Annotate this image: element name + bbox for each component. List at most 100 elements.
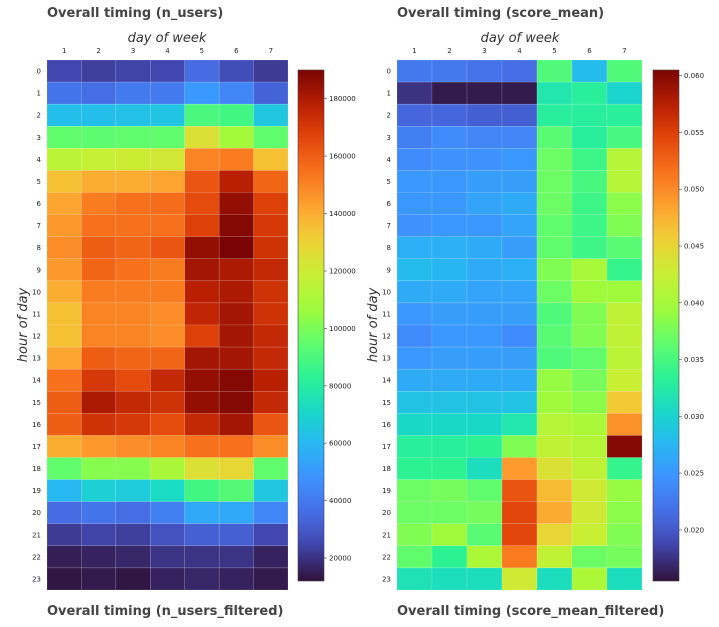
heatmap-cell [218,391,254,414]
heatmap-cell [81,103,117,127]
heatmap-cell [431,413,468,436]
heatmap-cell [253,103,289,127]
x-tick-label: 3 [482,47,486,55]
heatmap-cell [46,214,82,237]
heatmap-cell [150,258,185,282]
heatmap-cell [606,192,643,215]
heatmap-cell [466,302,503,326]
heatmap-cell [46,368,82,392]
y-tick-label: 13 [32,355,41,363]
heatmap-cell [150,523,185,547]
heatmap-cell [46,501,82,525]
heatmap-cell [571,479,608,502]
y-tick-label: 4 [387,156,392,164]
heatmap-cell [606,479,643,502]
heatmap-cell [501,81,538,105]
heatmap-cell [466,324,503,348]
y-tick-label: 9 [387,266,391,274]
heatmap-cell [466,236,503,259]
heatmap-cell [606,258,643,282]
heatmap-cell [431,523,468,547]
heatmap-cell [81,346,117,370]
y-tick-label: 5 [387,178,391,186]
heatmap-cell [81,236,117,259]
heatmap-cell [466,435,503,458]
heatmap-cell [396,479,433,502]
y-tick-label: 7 [37,222,41,230]
heatmap-cell [115,126,151,149]
heatmap-cell [396,435,433,458]
heatmap-cell [466,391,503,414]
heatmap-cell [81,192,117,215]
heatmap-cell [184,324,220,348]
heatmap-cell [115,192,151,215]
x-tick-label: 2 [447,47,451,55]
heatmap-cell [501,457,538,480]
heatmap-cell [606,126,643,149]
heatmap-cell [466,346,503,370]
heatmap-cell [115,501,151,525]
heatmap-cell [606,567,643,591]
heatmap-cell [81,280,117,304]
heatmap-cell [501,368,538,392]
heatmap-cell [536,126,573,149]
y-tick-label: 23 [32,576,41,584]
heatmap-cell [396,126,433,149]
heatmap-cell [218,435,254,458]
heatmap-cell [218,81,254,105]
heatmap-cell [253,324,289,348]
heatmap-cell [571,302,608,326]
colorbar-tick-label: 120000 [329,268,356,276]
heatmap-cell [396,81,433,105]
heatmap-cell [536,545,573,569]
heatmap-cell [253,126,289,149]
y-tick-label: 5 [37,178,41,186]
heatmap-cell [81,148,117,171]
heatmap-cell [46,148,82,171]
heatmap-cell [466,214,503,237]
heatmap-cell [431,545,468,569]
heatmap-cell [218,368,254,392]
heatmap-cell [218,346,254,370]
heatmap-cell [81,368,117,392]
heatmap-cell [150,567,185,591]
heatmap-cell [81,501,117,525]
heatmap-cell [184,214,220,237]
heatmap-cell [466,567,503,591]
y-tick-label: 10 [382,288,391,296]
colorbar-tick-label: 0.030 [684,413,704,421]
colorbar-tick-label: 60000 [329,440,351,448]
heatmap-cell [431,126,468,149]
heatmap-cell [536,59,573,83]
heatmap-cell [115,81,151,105]
heatmap-cell [466,501,503,525]
heatmap-cell [501,346,538,370]
heatmap-cell [115,280,151,304]
y-tick-label: 17 [382,443,391,451]
y-tick-label: 15 [382,399,391,407]
heatmap-cell [606,545,643,569]
heatmap-cell [253,501,289,525]
heatmap-cell [253,81,289,105]
heatmap-cell [606,59,643,83]
heatmap-cell [253,302,289,326]
heatmap-cell [184,258,220,282]
heatmap-cell [571,346,608,370]
heatmap-cell [150,479,185,502]
heatmap-cell [431,214,468,237]
heatmap-cell [501,280,538,304]
heatmap-cell [184,126,220,149]
heatmap-cell [115,567,151,591]
heatmap-cell [218,302,254,326]
heatmap-cell [218,170,254,193]
heatmap-cell [501,435,538,458]
heatmap-cell [536,192,573,215]
heatmap-cell [396,545,433,569]
heatmap-cell [536,413,573,436]
heatmap-cell [253,214,289,237]
x-tick-label: 7 [269,47,273,55]
y-tick-label: 14 [32,377,41,385]
heatmap-cell [253,391,289,414]
heatmap-cell [218,126,254,149]
x-tick-label: 6 [234,47,239,55]
